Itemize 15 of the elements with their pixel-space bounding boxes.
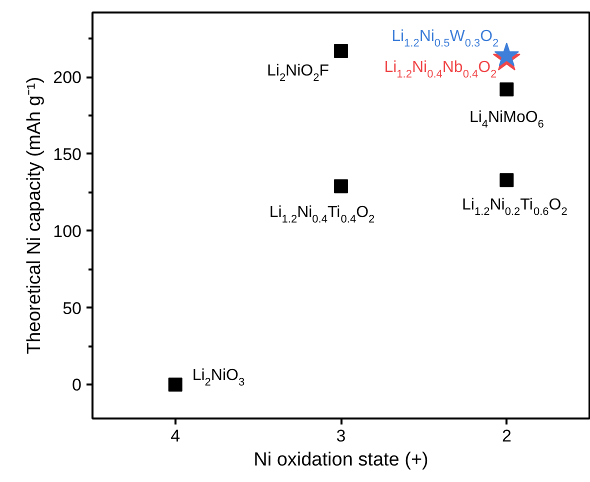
y-tick-label: 200 [53, 68, 82, 88]
y-tick-label: 150 [53, 144, 82, 164]
point [334, 44, 348, 58]
point [168, 378, 182, 392]
point [500, 173, 514, 188]
y-tick-label: 50 [62, 298, 82, 318]
y-axis-title: Theoretical Ni capacity (mAh g⁻¹) [24, 76, 46, 354]
x-axis-title: Ni oxidation state (+) [254, 450, 428, 470]
point [500, 82, 514, 96]
x-tick-label: 3 [336, 426, 346, 446]
y-tick-label: 0 [72, 376, 82, 395]
x-tick-label: 4 [170, 426, 180, 446]
y-tick-label: 100 [53, 222, 82, 241]
x-tick-label: 2 [502, 426, 512, 446]
point [334, 179, 348, 194]
